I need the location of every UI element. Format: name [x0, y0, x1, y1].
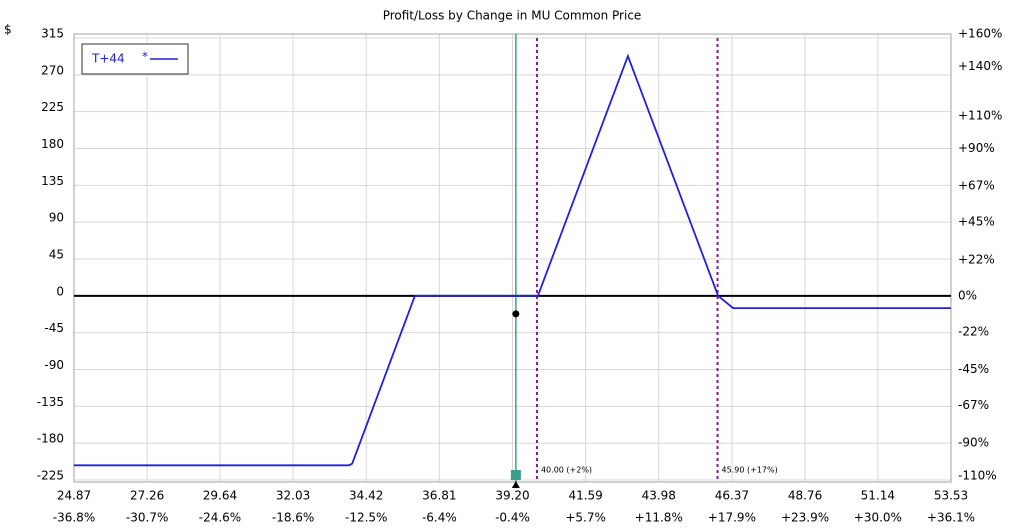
y-tick-label: 180 [41, 137, 64, 151]
plot-frame [73, 33, 952, 483]
y2-tick-label: -90% [958, 436, 989, 450]
x-pct-label: -36.8% [53, 511, 95, 525]
y2-tick-label: -45% [958, 362, 989, 376]
x-tick-label: 39.20 [495, 489, 529, 503]
y2-tick-label: +45% [958, 215, 995, 229]
legend-label: T+44 [91, 52, 125, 66]
x-pct-label: +5.7% [565, 511, 606, 525]
x-pct-label: -18.6% [272, 511, 314, 525]
x-tick-label: 48.76 [788, 489, 822, 503]
plot: 40.00 (+2%) 45.90 (+17%) [74, 34, 951, 488]
series-line [74, 53, 951, 467]
y-tick-label: 45 [49, 248, 64, 262]
x-pct-label: -12.5% [345, 511, 387, 525]
x-tick-label: 53.53 [934, 489, 968, 503]
x-tick-label: 46.37 [715, 489, 749, 503]
y2-tick-label: +160% [958, 26, 1002, 40]
legend-symbol: * [142, 50, 148, 64]
y2-tick-label: +110% [958, 108, 1002, 122]
y-tick-label: -180 [37, 432, 64, 446]
expected-value-dot [512, 310, 520, 318]
y-tick-label: 315 [41, 27, 64, 41]
x-tick-label: 27.26 [130, 489, 164, 503]
x-tick-label: 34.42 [349, 489, 383, 503]
x-tick-label: 24.87 [57, 489, 91, 503]
x-pct-label: +30.0% [854, 511, 902, 525]
chart-title: Profit/Loss by Change in MU Common Price [383, 9, 642, 23]
x-tick-label: 29.64 [203, 489, 237, 503]
x-pct-label: +17.9% [708, 511, 756, 525]
x-tick-label: 43.98 [642, 489, 676, 503]
x-pct-label: +36.1% [927, 511, 975, 525]
y2-tick-label: +67% [958, 179, 995, 193]
y-tick-label: -45 [44, 321, 64, 335]
x-tick-label: 51.14 [861, 489, 895, 503]
y2-tick-label: 0% [958, 288, 977, 302]
x-tick-label: 36.81 [422, 489, 456, 503]
current-price-arrow [511, 481, 520, 488]
breakeven-label: 45.90 (+17%) [722, 466, 778, 475]
x-tick-label: 41.59 [568, 489, 602, 503]
x-pct-label: -6.4% [422, 511, 457, 525]
y-tick-label: 90 [49, 211, 64, 225]
y2-tick-label: +140% [958, 59, 1002, 73]
x-pct-label: -30.7% [126, 511, 168, 525]
y-tick-label: -135 [37, 395, 64, 409]
y-tick-label: 135 [41, 174, 64, 188]
y-axis-unit: $ [4, 23, 12, 37]
current-price-marker [510, 470, 521, 480]
y2-tick-label: +22% [958, 252, 995, 266]
breakeven-label: 40.00 (+2%) [541, 466, 592, 475]
y2-tick-label: -67% [958, 398, 989, 412]
y-tick-label: 270 [41, 63, 64, 77]
x-pct-label: -24.6% [199, 511, 241, 525]
x-pct-label: -0.4% [495, 511, 530, 525]
y2-tick-label: -22% [958, 324, 989, 338]
x-pct-label: +11.8% [635, 511, 683, 525]
x-tick-label: 32.03 [276, 489, 310, 503]
y-tick-label: 0 [56, 284, 64, 298]
y-tick-label: -90 [44, 358, 64, 372]
y-tick-label: -225 [37, 469, 64, 483]
legend: T+44 * [81, 43, 189, 75]
y2-tick-label: -110% [958, 468, 997, 482]
y-tick-label: 225 [41, 100, 64, 114]
y2-tick-label: +90% [958, 141, 995, 155]
x-pct-label: +23.9% [781, 511, 829, 525]
